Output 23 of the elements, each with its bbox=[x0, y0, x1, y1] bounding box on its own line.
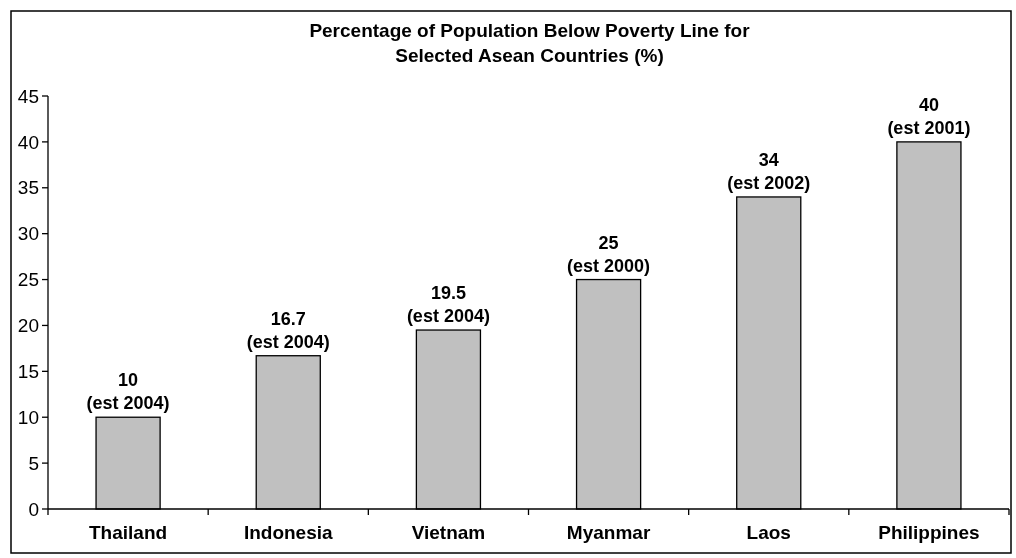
data-label: 25 (est 2000) bbox=[567, 232, 651, 276]
x-tick-label: Indonesia bbox=[243, 522, 334, 543]
y-tick-label: 25 bbox=[17, 269, 39, 291]
y-tick-label: 20 bbox=[17, 315, 39, 337]
y-tick-label: 10 bbox=[17, 406, 39, 428]
data-label: 16.7 (est 2004) bbox=[246, 308, 330, 352]
y-tick-label: 0 bbox=[28, 498, 39, 520]
y-tick-label: 35 bbox=[17, 177, 39, 199]
y-tick-label: 45 bbox=[17, 85, 39, 107]
data-label: 10 (est 2004) bbox=[86, 370, 170, 414]
x-tick-label: Laos bbox=[746, 522, 791, 543]
y-tick-label: 15 bbox=[17, 360, 39, 382]
data-label: 34 (est 2002) bbox=[727, 149, 811, 193]
data-label: 40 (est 2001) bbox=[887, 94, 971, 138]
data-label: 19.5 (est 2004) bbox=[406, 283, 490, 327]
y-tick-label: 30 bbox=[17, 223, 39, 245]
x-tick-label: Thailand bbox=[89, 522, 168, 543]
x-tick-label: Philippines bbox=[878, 522, 980, 543]
x-tick-label: Myanmar bbox=[566, 522, 651, 543]
y-tick-label: 40 bbox=[17, 131, 39, 153]
x-tick-label: Vietnam bbox=[411, 522, 486, 543]
y-tick-label: 5 bbox=[28, 452, 39, 474]
chart-title: Percentage of Population Below Poverty Line for Selected Asean Countries (%) bbox=[309, 20, 751, 66]
